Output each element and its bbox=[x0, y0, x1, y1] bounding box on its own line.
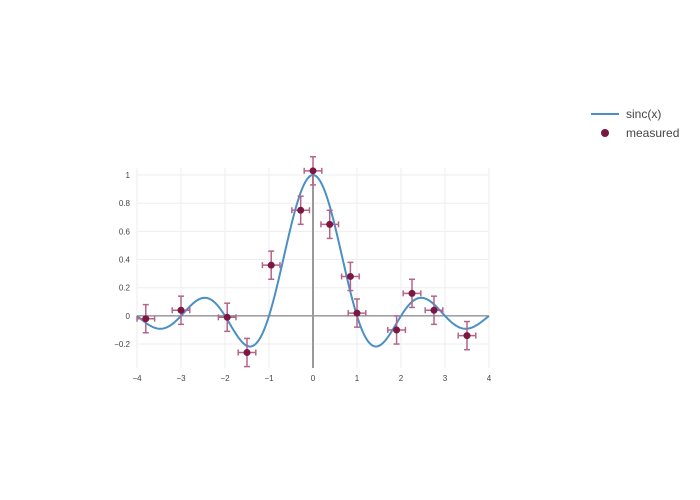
measured-point bbox=[326, 220, 334, 228]
measured-point bbox=[346, 272, 354, 280]
y-tick-label: 0 bbox=[126, 312, 131, 321]
y-tick-label: 1 bbox=[126, 171, 131, 180]
x-tick-label: 1 bbox=[355, 374, 360, 383]
measured-point bbox=[142, 315, 150, 323]
y-tick-label: 0.8 bbox=[119, 199, 131, 208]
measured-point bbox=[177, 306, 185, 314]
scatter-series bbox=[142, 167, 471, 357]
legend-point-swatch bbox=[601, 129, 609, 137]
measured-point bbox=[463, 332, 471, 340]
x-tick-label: 2 bbox=[399, 374, 404, 383]
plot-area bbox=[136, 155, 490, 368]
measured-point bbox=[430, 306, 438, 314]
measured-point bbox=[243, 349, 251, 357]
y-tick-label: 0.2 bbox=[119, 284, 131, 293]
x-tick-label: 0 bbox=[311, 374, 316, 383]
measured-point bbox=[353, 309, 361, 317]
x-tick-label: 3 bbox=[443, 374, 448, 383]
measured-error-bar bbox=[424, 295, 444, 326]
measured-point bbox=[267, 261, 275, 269]
x-tick-label: −2 bbox=[220, 374, 230, 383]
y-tick-label: −0.2 bbox=[114, 340, 130, 349]
x-tick-label: 4 bbox=[487, 374, 492, 383]
legend-label-points: measured bbox=[626, 126, 679, 140]
legend-label-line: sinc(x) bbox=[626, 107, 661, 121]
measured-point bbox=[309, 167, 317, 175]
x-tick-label: −3 bbox=[176, 374, 186, 383]
measured-point bbox=[297, 206, 305, 214]
y-tick-label: 0.6 bbox=[119, 227, 131, 236]
axes bbox=[137, 168, 489, 368]
x-tick-label: −4 bbox=[132, 374, 142, 383]
legend: sinc(x) measured bbox=[591, 107, 679, 140]
y-axis-ticks: −0.2 0 0.2 0.4 0.6 0.8 1 bbox=[114, 171, 130, 349]
x-tick-label: −1 bbox=[264, 374, 274, 383]
measured-point bbox=[408, 289, 416, 297]
y-tick-label: 0.4 bbox=[119, 256, 131, 265]
measured-point bbox=[393, 326, 401, 334]
measured-point bbox=[223, 313, 231, 321]
x-axis-ticks: −4 −3 −2 −1 0 1 2 3 4 bbox=[132, 374, 491, 383]
